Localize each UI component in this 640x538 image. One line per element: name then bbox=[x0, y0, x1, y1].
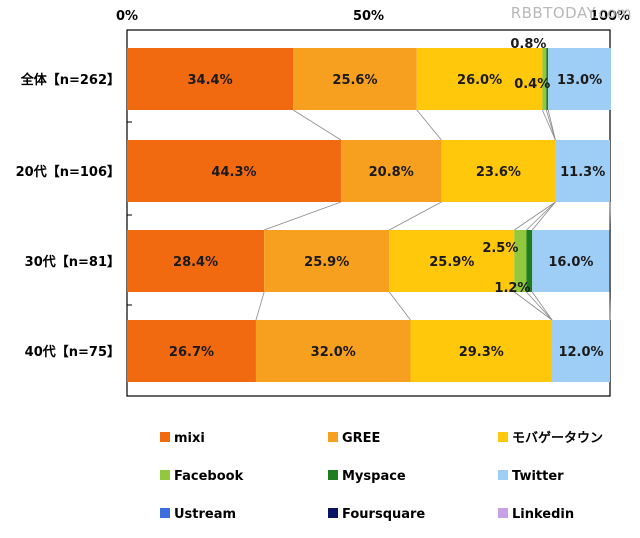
legend-swatch bbox=[498, 432, 508, 442]
x-tick-label: 0% bbox=[116, 9, 138, 24]
bar-mixi bbox=[127, 230, 265, 292]
bar-mixi bbox=[127, 48, 294, 110]
series-connector bbox=[542, 109, 556, 141]
x-tick-label: 100% bbox=[590, 9, 630, 24]
bar-モバゲータウン bbox=[441, 140, 556, 202]
bar-myspace bbox=[546, 48, 549, 110]
data-label: 2.5% bbox=[482, 241, 518, 256]
data-label: 23.6% bbox=[476, 165, 521, 180]
bar-myspace bbox=[526, 230, 533, 292]
bar-twitter bbox=[532, 230, 610, 292]
data-label: 1.2% bbox=[494, 281, 530, 296]
bar-mixi bbox=[127, 320, 256, 382]
x-tick-label: 50% bbox=[353, 9, 384, 24]
category-label: 30代【n=81】 bbox=[25, 254, 120, 270]
data-label: 12.0% bbox=[558, 345, 603, 360]
bar-twitter bbox=[552, 320, 610, 382]
series-connector bbox=[526, 201, 556, 231]
series-connector bbox=[388, 291, 411, 321]
data-label: 34.4% bbox=[188, 73, 233, 88]
data-label: 25.6% bbox=[332, 73, 377, 88]
data-label: 44.3% bbox=[211, 165, 256, 180]
bar-twitter bbox=[548, 48, 611, 110]
data-label: 32.0% bbox=[311, 345, 356, 360]
bar-gree bbox=[340, 140, 442, 202]
legend-swatch bbox=[498, 508, 508, 518]
data-label: 28.4% bbox=[173, 255, 218, 270]
bar-gree bbox=[264, 230, 390, 292]
category-label: 20代【n=106】 bbox=[16, 164, 120, 180]
data-label: 26.7% bbox=[169, 345, 214, 360]
legend-label: Foursquare bbox=[342, 507, 425, 522]
legend-swatch bbox=[160, 470, 170, 480]
legend-swatch bbox=[160, 508, 170, 518]
legend-label: mixi bbox=[174, 431, 205, 446]
category-label: 全体【n=262】 bbox=[20, 72, 120, 88]
series-connector bbox=[416, 109, 442, 141]
bar-twitter bbox=[555, 140, 610, 202]
data-label: 26.0% bbox=[457, 73, 502, 88]
bar-facebook bbox=[542, 48, 547, 110]
category-label: 40代【n=75】 bbox=[25, 344, 120, 360]
bar-gree bbox=[255, 320, 411, 382]
legend-label: Twitter bbox=[512, 469, 564, 484]
series-connector bbox=[389, 201, 442, 231]
data-label: 29.3% bbox=[459, 345, 504, 360]
data-label: 0.8% bbox=[510, 37, 546, 52]
data-label: 16.0% bbox=[548, 255, 593, 270]
legend-swatch bbox=[328, 508, 338, 518]
legend-swatch bbox=[160, 432, 170, 442]
bar-モバゲータウン bbox=[410, 320, 553, 382]
legend-swatch bbox=[328, 470, 338, 480]
legend-label: Ustream bbox=[174, 507, 236, 522]
legend-swatch bbox=[498, 470, 508, 480]
legend-label: Linkedin bbox=[512, 507, 574, 522]
series-connector bbox=[531, 291, 553, 321]
series-connector bbox=[514, 291, 553, 321]
data-label: 13.0% bbox=[557, 73, 602, 88]
bar-モバゲータウン bbox=[389, 230, 515, 292]
series-connector bbox=[255, 291, 265, 321]
legend-label: モバゲータウン bbox=[512, 430, 603, 446]
series-connector bbox=[526, 291, 553, 321]
bar-モバゲータウン bbox=[416, 48, 543, 110]
bar-gree bbox=[293, 48, 417, 110]
data-label: 25.9% bbox=[304, 255, 349, 270]
series-connector bbox=[264, 201, 342, 231]
bar-facebook bbox=[514, 230, 527, 292]
data-label: 11.3% bbox=[560, 165, 605, 180]
data-label: 20.8% bbox=[369, 165, 414, 180]
data-label: 25.9% bbox=[429, 255, 474, 270]
series-connector bbox=[531, 201, 556, 231]
bar-mixi bbox=[127, 140, 341, 202]
legend-label: Facebook bbox=[174, 469, 244, 484]
watermark: RBBTODAY.com bbox=[510, 4, 632, 22]
legend-label: GREE bbox=[342, 431, 380, 446]
series-connector bbox=[547, 109, 556, 141]
legend-swatch bbox=[328, 432, 338, 442]
data-label: 0.4% bbox=[514, 77, 550, 92]
legend-label: Myspace bbox=[342, 469, 406, 484]
series-connector bbox=[292, 109, 342, 141]
series-connector bbox=[514, 201, 556, 231]
